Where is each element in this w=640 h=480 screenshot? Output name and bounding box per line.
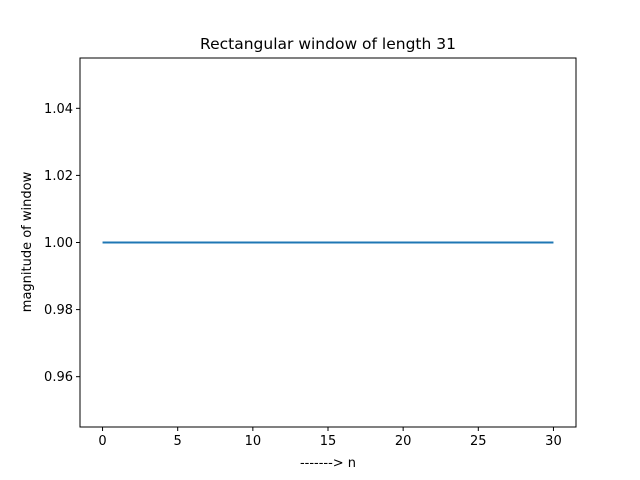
x-tick-label: 25 [470,434,487,449]
y-tick-label: 1.04 [44,102,73,117]
x-tick-label: 30 [545,434,562,449]
x-tick-label: 5 [174,434,182,449]
y-tick-label: 0.98 [44,303,73,318]
x-tick-label: 20 [395,434,412,449]
y-axis-label: magnitude of window [20,171,35,312]
x-axis-label: -------> n [300,456,356,471]
x-tick-label: 0 [98,434,106,449]
x-tick-label: 10 [245,434,262,449]
y-tick-label: 0.96 [44,370,73,385]
chart-title: Rectangular window of length 31 [200,35,456,53]
x-axis-ticks: 0 5 10 15 20 25 30 [98,427,562,449]
y-axis-ticks: 0.96 0.98 1.00 1.02 1.04 [44,102,80,385]
y-tick-label: 1.02 [44,169,73,184]
x-tick-label: 15 [320,434,337,449]
y-tick-label: 1.00 [44,236,73,251]
